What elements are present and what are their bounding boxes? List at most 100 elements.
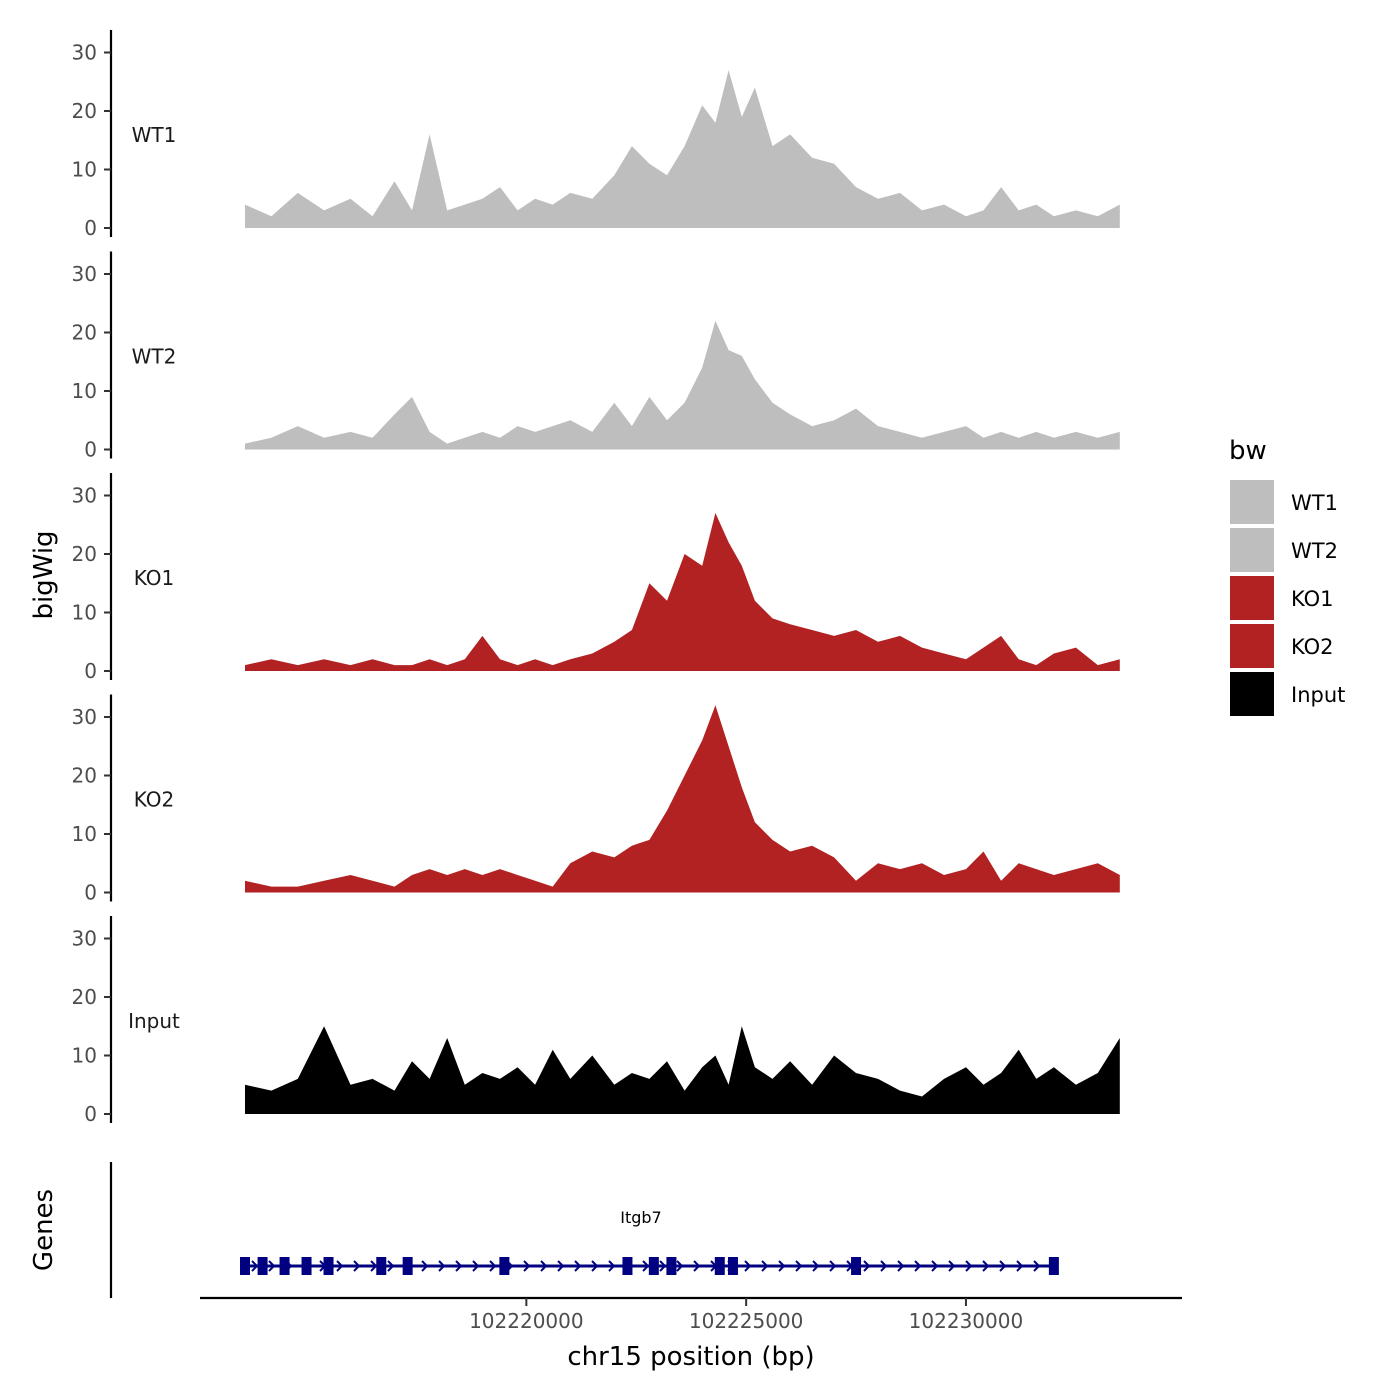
y-tick-label-ko2-30: 30	[72, 705, 97, 729]
y-tick-label-ko2-0: 0	[84, 881, 97, 905]
strand-arrow-itgb7	[659, 1260, 667, 1272]
track-label-ko1: KO1	[134, 566, 175, 590]
strand-arrow-itgb7	[863, 1260, 871, 1272]
gene-model: Itgb7	[240, 1208, 1059, 1275]
strand-arrow-itgb7	[778, 1260, 786, 1272]
x-tick-label-102230000: 102230000	[909, 1309, 1024, 1333]
gene-label-itgb7: Itgb7	[620, 1208, 661, 1227]
strand-arrow-itgb7	[591, 1260, 599, 1272]
strand-arrow-itgb7	[489, 1260, 497, 1272]
strand-arrow-itgb7	[897, 1260, 905, 1272]
legend-title: bw	[1229, 436, 1267, 466]
strand-arrow-itgb7	[761, 1260, 769, 1272]
y-tick-label-wt2-0: 0	[84, 438, 97, 462]
legend-key-wt2	[1230, 528, 1274, 572]
bigwig-tracks: 0 10 20 30 WT1 0 10 20 30 WT2 0 10 20 30 KO1 0 10 20 30 KO2…	[72, 30, 1120, 1126]
area-wt1	[245, 70, 1120, 228]
y-tick-label-ko2-10: 10	[72, 822, 97, 846]
exon-itgb7-3	[279, 1257, 290, 1275]
legend: bw WT1 WT2 KO1 KO2 Input	[1229, 436, 1345, 716]
track-label-ko2: KO2	[134, 788, 175, 812]
y-tick-label-input-10: 10	[72, 1044, 97, 1068]
strand-arrow-itgb7	[744, 1260, 752, 1272]
strand-arrow-itgb7	[455, 1260, 463, 1272]
y-tick-label-ko1-0: 0	[84, 659, 97, 683]
legend-label-ko1: KO1	[1291, 587, 1334, 611]
track-label-input: Input	[128, 1009, 180, 1033]
y-tick-label-ko1-20: 20	[72, 542, 97, 566]
legend-label-wt1: WT1	[1291, 491, 1338, 515]
y-tick-label-ko1-10: 10	[72, 601, 97, 625]
strand-arrow-itgb7	[421, 1260, 429, 1272]
strand-arrow-itgb7	[795, 1260, 803, 1272]
x-axis-title: chr15 position (bp)	[567, 1342, 814, 1372]
strand-arrow-itgb7	[812, 1260, 820, 1272]
legend-items: WT1 WT2 KO1 KO2 Input	[1230, 480, 1345, 716]
exon-itgb7-11	[666, 1257, 677, 1275]
strand-arrow-itgb7	[523, 1260, 531, 1272]
y-tick-label-input-20: 20	[72, 985, 97, 1009]
genes-axis-title: Genes	[29, 1189, 59, 1271]
exon-itgb7-4	[301, 1257, 312, 1275]
strand-arrow-itgb7	[438, 1260, 446, 1272]
track-input: 0 10 20 30 Input	[72, 916, 1120, 1126]
exon-itgb7-13	[727, 1257, 738, 1275]
exon-itgb7-10	[648, 1257, 659, 1275]
legend-label-ko2: KO2	[1291, 635, 1334, 659]
area-ko1	[245, 513, 1120, 671]
y-tick-label-wt1-20: 20	[72, 99, 97, 123]
legend-label-input: Input	[1291, 683, 1345, 707]
y-tick-label-ko1-30: 30	[72, 484, 97, 508]
y-tick-label-wt2-20: 20	[72, 321, 97, 345]
legend-key-ko2	[1230, 624, 1274, 668]
track-label-wt1: WT1	[132, 123, 177, 147]
exon-itgb7-14	[851, 1257, 862, 1275]
track-ko1: 0 10 20 30 KO1	[72, 473, 1120, 683]
y-tick-label-input-30: 30	[72, 927, 97, 951]
area-input	[245, 1026, 1120, 1114]
y-tick-label-wt2-30: 30	[72, 262, 97, 286]
strand-arrow-itgb7	[353, 1260, 361, 1272]
x-tick-label-102225000: 102225000	[689, 1309, 804, 1333]
exon-itgb7-1	[240, 1257, 250, 1275]
exon-itgb7-9	[622, 1257, 633, 1275]
genes-panel: Genes Itgb7	[29, 1162, 1059, 1298]
strand-arrow-itgb7	[693, 1260, 701, 1272]
track-wt2: 0 10 20 30 WT2	[72, 251, 1120, 462]
strand-arrow-itgb7	[336, 1260, 344, 1272]
legend-key-wt1	[1230, 480, 1274, 524]
strand-arrow-itgb7	[880, 1260, 888, 1272]
strand-arrow-itgb7	[472, 1260, 480, 1272]
y-tick-label-wt1-0: 0	[84, 216, 97, 240]
y-tick-label-wt2-10: 10	[72, 379, 97, 403]
strand-arrow-itgb7	[914, 1260, 922, 1272]
x-tick-label-102220000: 102220000	[469, 1309, 584, 1333]
track-wt1: 0 10 20 30 WT1	[72, 30, 1120, 240]
y-tick-label-wt1-10: 10	[72, 158, 97, 182]
exon-itgb7-2	[257, 1257, 268, 1275]
exon-itgb7-12	[714, 1257, 725, 1275]
legend-key-ko1	[1230, 576, 1274, 620]
exon-itgb7-6	[376, 1257, 387, 1275]
legend-key-input	[1230, 672, 1274, 716]
legend-label-wt2: WT2	[1291, 539, 1338, 563]
y-axis-title: bigWig	[29, 530, 59, 619]
strand-arrow-itgb7	[999, 1260, 1007, 1272]
exon-itgb7-5	[323, 1257, 334, 1275]
strand-arrow-itgb7	[965, 1260, 973, 1272]
x-ticks: 102220000 102225000 102230000	[469, 1298, 1023, 1333]
y-tick-label-wt1-30: 30	[72, 41, 97, 65]
track-label-wt2: WT2	[132, 345, 177, 369]
y-tick-label-input-0: 0	[84, 1102, 97, 1126]
y-tick-label-ko2-20: 20	[72, 764, 97, 788]
strand-arrow-itgb7	[931, 1260, 939, 1272]
area-wt2	[245, 320, 1120, 450]
strand-arrow-itgb7	[982, 1260, 990, 1272]
strand-arrow-itgb7	[676, 1260, 684, 1272]
exon-itgb7-15	[1048, 1257, 1059, 1275]
strand-arrow-itgb7	[251, 1260, 259, 1272]
track-ko2: 0 10 20 30 KO2	[72, 694, 1120, 905]
strand-arrow-itgb7	[574, 1260, 582, 1272]
strand-arrow-itgb7	[540, 1260, 548, 1272]
